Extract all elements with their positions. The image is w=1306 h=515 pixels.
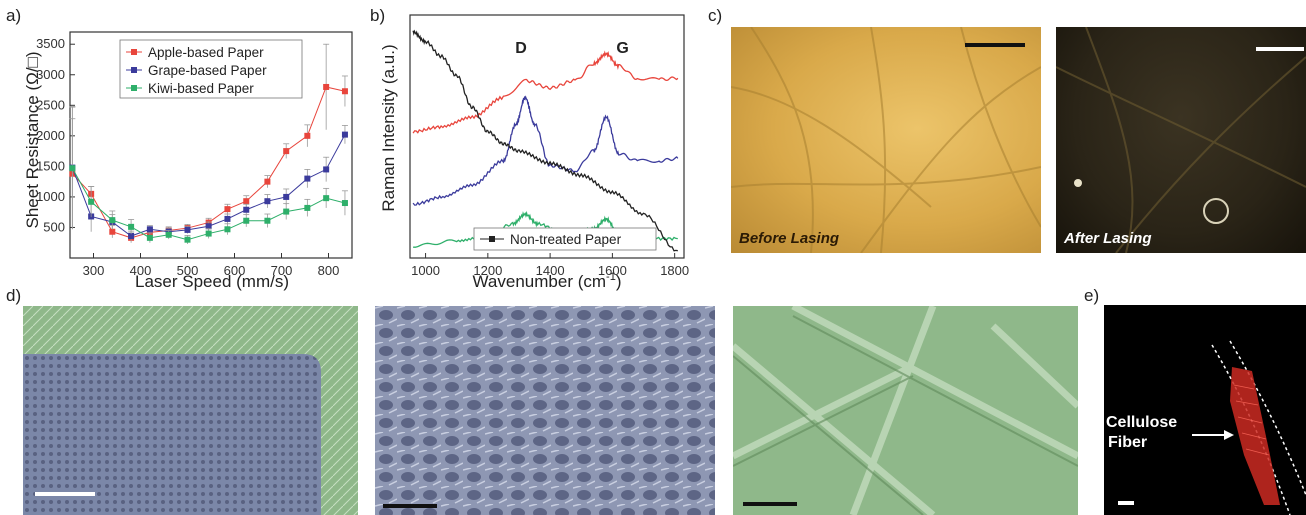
after-lasing-label: After Lasing: [1064, 230, 1152, 247]
x-tick-label: 800: [318, 263, 340, 278]
data-point: [341, 200, 348, 207]
chart-b-frame: [409, 14, 685, 259]
chart-b-xlabel: Wavenumber (cm-1): [473, 271, 622, 291]
panel-label-e: e): [1084, 286, 1100, 305]
chart-a-ylabel: Sheet Resistance (Ω/□): [23, 52, 42, 229]
chart-a-xlabel: Laser Speed (mm/s): [135, 272, 289, 291]
data-point: [109, 217, 116, 224]
data-point: [128, 223, 135, 230]
data-point: [283, 148, 290, 155]
panel-label-a: a): [6, 6, 22, 25]
scale-bar: [1256, 47, 1304, 51]
data-point: [69, 165, 76, 172]
data-point: [184, 226, 191, 233]
x-tick-label: 300: [83, 263, 105, 278]
sem-image-boundary: [23, 306, 358, 515]
legend-marker: [131, 67, 137, 73]
panel-label-c: c): [708, 6, 723, 25]
scale-bar: [965, 43, 1025, 47]
x-tick-label: 1000: [411, 263, 440, 278]
data-point: [283, 208, 290, 215]
data-point: [146, 234, 153, 241]
data-point: [304, 175, 311, 182]
data-point: [243, 198, 250, 205]
data-point: [224, 215, 231, 222]
legend-label: Non-treated Paper: [510, 232, 622, 247]
spectrum-line: [412, 29, 678, 252]
chart-a: 300 400 500 600 700 800 500 1000 1500 2000 2500 300…: [23, 31, 353, 291]
x-tick-label: 1200: [473, 263, 502, 278]
y-tick-label: 2000: [36, 128, 65, 143]
x-tick-label: 700: [271, 263, 293, 278]
data-point: [264, 217, 271, 224]
legend-marker: [489, 236, 495, 242]
legend-marker: [131, 85, 137, 91]
data-point: [323, 83, 330, 90]
data-point: [243, 206, 250, 213]
data-point: [264, 178, 271, 185]
data-point: [304, 132, 311, 139]
legend-box: [119, 39, 303, 99]
spectrum-line: [412, 50, 679, 134]
legend-box: [473, 227, 657, 251]
y-tick-label: 2500: [36, 97, 65, 112]
legend-marker: [131, 49, 137, 55]
x-tick-label: 1400: [536, 263, 565, 278]
scale-bar: [383, 504, 437, 508]
chart-a-frame: [69, 31, 353, 259]
scale-bar: [743, 502, 797, 506]
panel-label-b: b): [370, 6, 386, 25]
data-point: [341, 88, 348, 95]
data-point: [128, 233, 135, 240]
x-tick-label: 600: [224, 263, 246, 278]
micrograph-before-lasing: Before Lasing: [731, 27, 1041, 253]
chart-b-ylabel: Raman Intensity (a.u.): [379, 44, 398, 211]
peak-label-g: G: [616, 40, 628, 57]
data-point: [224, 226, 231, 233]
x-tick-label: 1600: [598, 263, 627, 278]
legend-label: Kiwi-based Paper: [148, 81, 254, 96]
y-tick-label: 3000: [36, 67, 65, 82]
y-tick-label: 1000: [36, 189, 65, 204]
scale-bar: [1118, 501, 1134, 505]
sem-image-untreated: [733, 306, 1078, 515]
x-tick-label: 400: [130, 263, 152, 278]
data-point: [323, 166, 330, 173]
data-point: [243, 217, 250, 224]
data-point: [304, 204, 311, 211]
chart-b-plot: 1000 1200 1400 1600 1800 D G Non-treated Paper: [409, 14, 689, 278]
data-point: [184, 236, 191, 243]
legend-label: Apple-based Paper: [148, 45, 264, 60]
series-line: [71, 86, 346, 239]
data-point: [341, 131, 348, 138]
spectrum-line: [412, 95, 679, 206]
x-tick-label: 1800: [660, 263, 689, 278]
cellulose-fiber-label: Cellulose Fiber: [1106, 414, 1178, 451]
panel-label-d: d): [6, 286, 22, 305]
micrograph-after-lasing: After Lasing: [1056, 27, 1306, 253]
data-point: [165, 231, 172, 238]
data-point: [283, 193, 290, 200]
data-point: [205, 223, 212, 230]
data-point: [264, 198, 271, 205]
scale-bar: [35, 492, 95, 496]
data-point: [224, 206, 231, 213]
sem-image-lased-region: [375, 306, 715, 515]
y-tick-label: 3500: [36, 36, 65, 51]
y-tick-label: 500: [43, 219, 65, 234]
before-lasing-label: Before Lasing: [739, 230, 840, 247]
data-point: [146, 226, 153, 233]
data-point: [109, 228, 116, 235]
legend-label: Grape-based Paper: [148, 63, 267, 78]
x-tick-label: 500: [177, 263, 199, 278]
data-point: [323, 195, 330, 202]
fluorescence-image-cellulose-fiber: Cellulose Fiber: [1104, 305, 1306, 515]
data-point: [88, 198, 95, 205]
peak-label-d: D: [515, 40, 527, 57]
y-tick-label: 1500: [36, 158, 65, 173]
data-point: [205, 230, 212, 237]
chart-a-plot: 300 400 500 600 700 800 500 1000 1500 2000 2500 300…: [36, 31, 353, 278]
